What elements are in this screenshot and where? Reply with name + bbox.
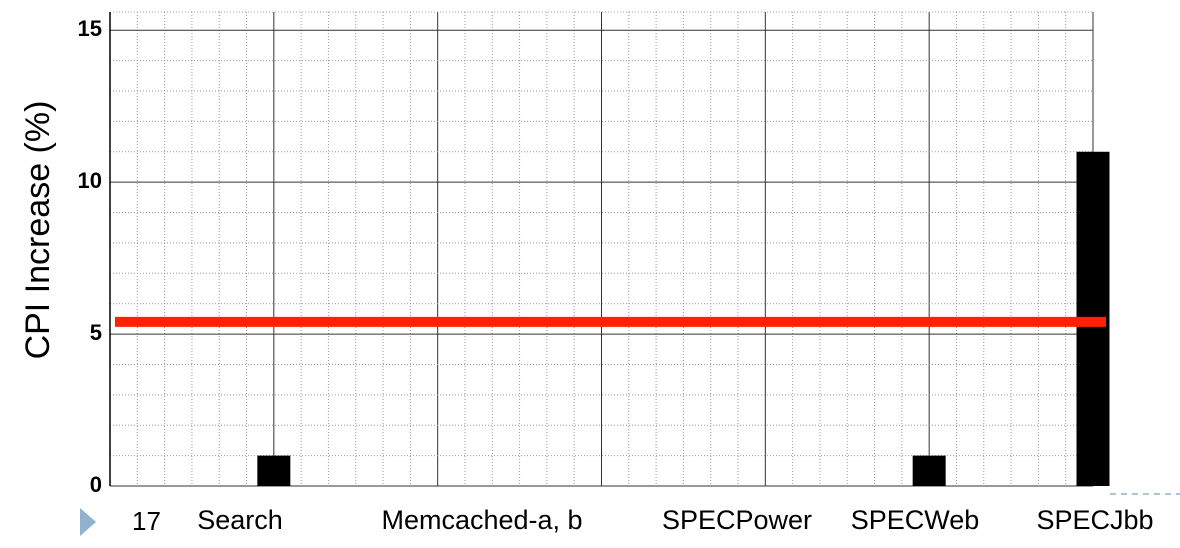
x-tick-label: SPECJbb bbox=[1036, 505, 1153, 535]
bar bbox=[912, 455, 946, 486]
x-tick-label: Memcached-a, b bbox=[381, 505, 582, 535]
x-tick-label: SPECWeb bbox=[851, 505, 980, 535]
y-tick-label: 15 bbox=[78, 16, 102, 41]
slide-bullet bbox=[80, 508, 96, 536]
x-tick-label: SPECPower bbox=[662, 505, 812, 535]
y-axis-label: CPI Increase (%) bbox=[19, 101, 57, 360]
y-tick-label: 0 bbox=[90, 472, 102, 497]
bar bbox=[257, 455, 291, 486]
y-tick-label: 10 bbox=[78, 168, 102, 193]
x-tick-label: Search bbox=[197, 505, 283, 535]
y-tick-label: 5 bbox=[90, 320, 102, 345]
slide-number: 17 bbox=[132, 506, 161, 536]
